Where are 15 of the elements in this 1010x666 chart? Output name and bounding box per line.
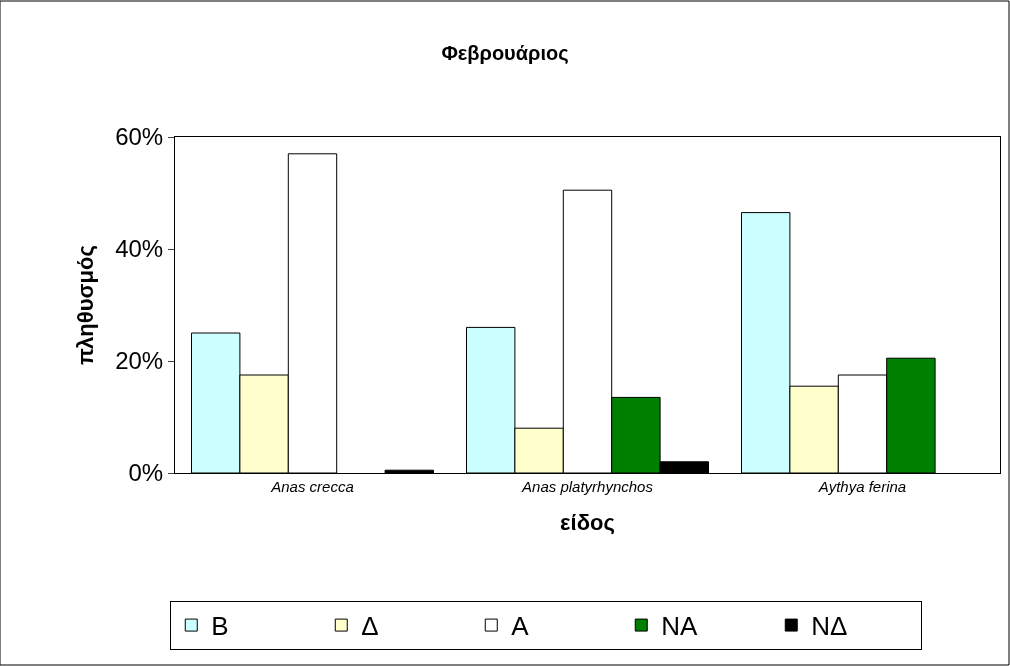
y-tick-label: 20%	[115, 347, 164, 375]
legend-label: ΝΔ	[811, 611, 848, 642]
legend-label: ΝΑ	[661, 611, 699, 642]
x-tick-label: Anas platyrhynchos	[521, 478, 654, 495]
x-axis-title: είδος	[560, 509, 615, 535]
y-tick-label: 40%	[115, 235, 164, 263]
chart-title: Φεβρουάριος	[441, 42, 569, 65]
y-tick-label: 60%	[115, 123, 164, 151]
y-axis-title: πληθυσμός	[72, 245, 98, 365]
legend-label: Α	[511, 611, 530, 642]
x-tick-label: Anas crecca	[270, 478, 354, 495]
x-tick-label: Aythya ferina	[817, 478, 907, 495]
y-tick-label: 0%	[128, 459, 164, 487]
legend-label: Β	[211, 611, 229, 642]
legend-label: Δ	[361, 611, 379, 642]
